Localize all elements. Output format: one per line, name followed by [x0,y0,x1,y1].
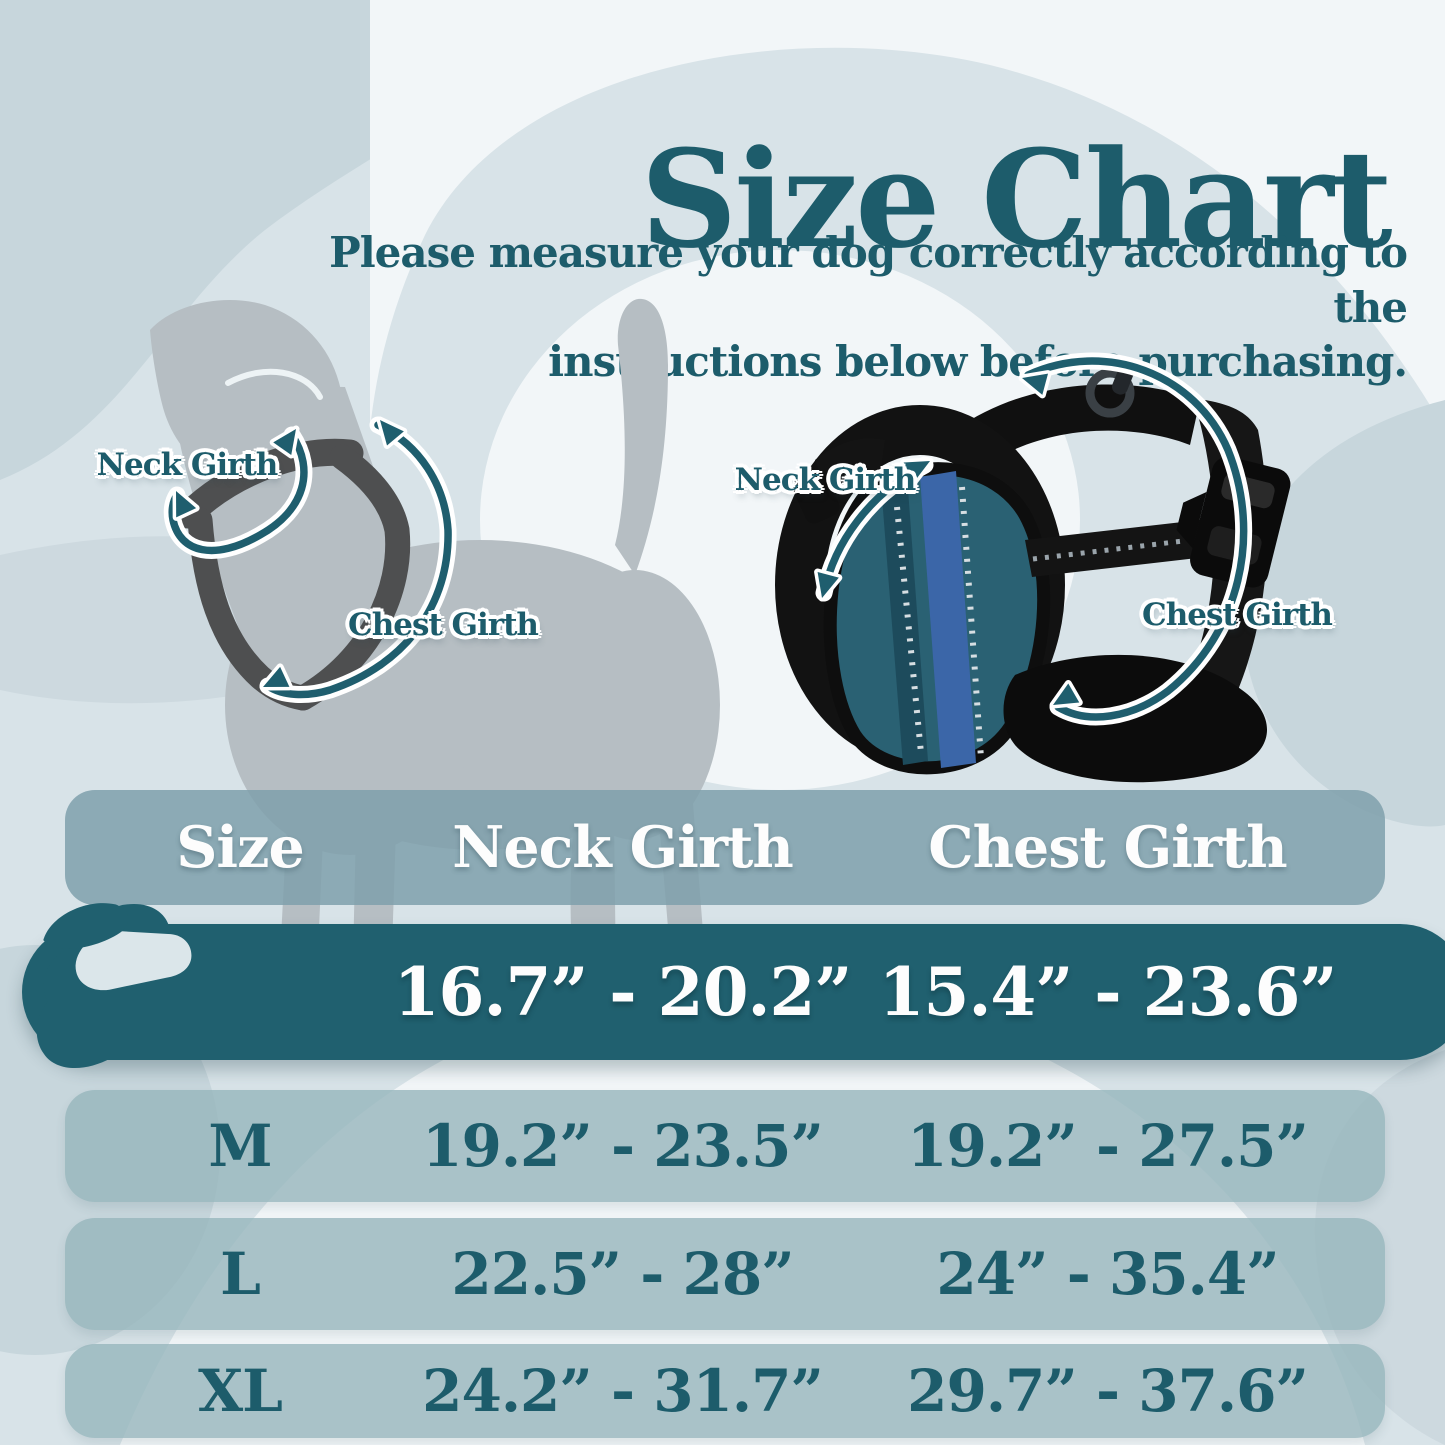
chest-girth-arrow [259,416,457,704]
subtitle-line-2: instructions below before purchasing. [548,337,1408,387]
header-size: Size [176,814,304,881]
row-xl-chest-girth: 29.7” - 37.6” [907,1357,1309,1425]
table-row-s-highlighted: S 16.7” - 20.2” 15.4” - 23.6” [22,903,1445,1069]
dog-ear-highlight [225,368,323,400]
harness-chest-girth-label: Chest Girth [1142,597,1333,633]
dog-head-icon [36,903,266,1069]
table-row-m: M 19.2” - 23.5” 19.2” - 27.5” [65,1090,1385,1202]
table-row-xl: XL 24.2” - 31.7” 29.7” - 37.6” [65,1344,1385,1438]
harness-illustration [775,352,1291,783]
dog-chest-girth-label: Chest Girth [348,607,539,643]
row-l-chest-girth: 24” - 35.4” [936,1240,1279,1308]
header-chest-girth: Chest Girth [928,814,1287,881]
row-s-chest-girth: 15.4” - 23.6” [878,953,1338,1031]
harness-chest-girth-arrow [1018,352,1253,726]
row-l-neck-girth: 22.5” - 28” [451,1240,794,1308]
row-xl-neck-girth: 24.2” - 31.7” [422,1357,824,1425]
neck-girth-arrow [163,425,313,559]
subtitle: Please measure your dog correctly accord… [247,226,1408,390]
harness-neck-girth-arrow [814,456,934,602]
table-header-row: Size Neck Girth Chest Girth [65,790,1385,905]
row-m-chest-girth: 19.2” - 27.5” [907,1112,1309,1180]
row-xl-size: XL [198,1357,283,1425]
row-m-neck-girth: 19.2” - 23.5” [422,1112,824,1180]
row-s-neck-girth: 16.7” - 20.2” [393,953,853,1031]
dog-neck-girth-label: Neck Girth [96,447,279,483]
subtitle-line-1: Please measure your dog correctly accord… [329,228,1408,332]
page-title: Size Chart [640,119,1392,278]
harness-neck-girth-label: Neck Girth [734,462,917,498]
row-l-size: L [220,1240,261,1308]
header-neck-girth: Neck Girth [452,814,794,881]
row-m-size: M [208,1112,272,1180]
table-row-l: L 22.5” - 28” 24” - 35.4” [65,1218,1385,1330]
